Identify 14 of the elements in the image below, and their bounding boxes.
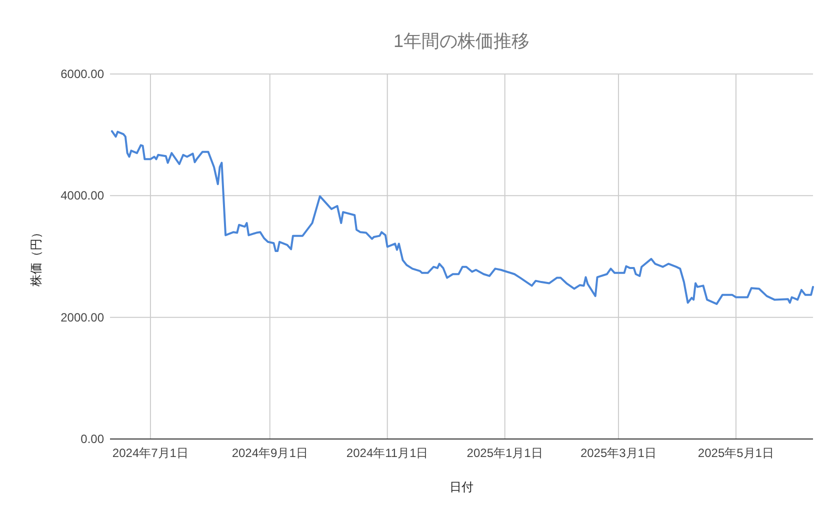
line-series <box>110 130 814 305</box>
x-tick-label: 2025年3月1日 <box>580 446 656 460</box>
x-tick-label: 2025年5月1日 <box>698 446 774 460</box>
x-tick-label: 2024年9月1日 <box>232 446 308 460</box>
y-axis-title: 株価（円） <box>29 226 43 288</box>
x-tick-label: 2024年11月1日 <box>346 446 428 460</box>
x-tick-label: 2024年7月1日 <box>112 446 188 460</box>
x-axis-title: 日付 <box>450 480 474 494</box>
y-tick-label: 4000.00 <box>60 188 104 203</box>
y-tick-label: 0.00 <box>80 432 104 446</box>
chart-title: 1年間の株価推移 <box>393 31 530 51</box>
x-tick-label: 2025年1月1日 <box>466 446 543 460</box>
y-tick-label: 6000.00 <box>60 67 104 81</box>
y-tick-label: 2000.00 <box>60 310 104 324</box>
